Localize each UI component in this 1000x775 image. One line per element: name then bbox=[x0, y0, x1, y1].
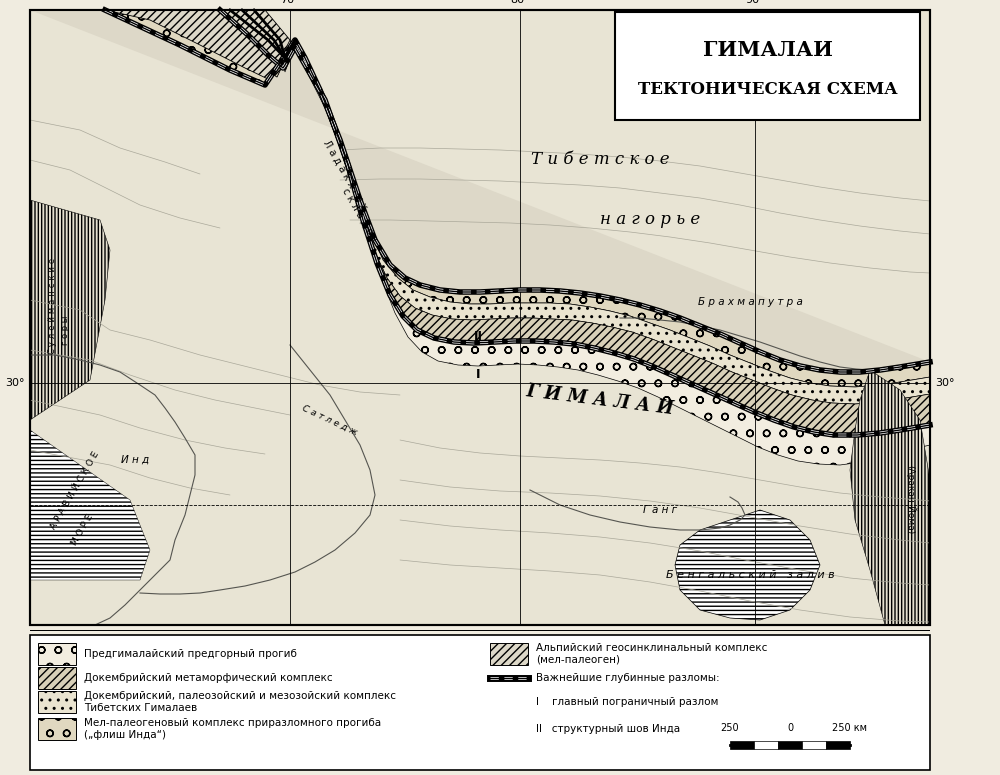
Polygon shape bbox=[105, 10, 930, 387]
Text: М О Р Е: М О Р Е bbox=[70, 513, 94, 547]
Text: II   структурный шов Инда: II структурный шов Инда bbox=[536, 724, 680, 734]
Bar bbox=[38, 718, 76, 740]
Polygon shape bbox=[30, 10, 930, 372]
Bar bbox=[30, 10, 930, 625]
Text: I    главный пограничный разлом: I главный пограничный разлом bbox=[536, 697, 718, 707]
Text: Г И М А Л А И: Г И М А Л А И bbox=[525, 382, 675, 418]
Bar bbox=[730, 741, 754, 749]
Bar bbox=[802, 741, 826, 749]
Text: Л а д а к х - и х: Л а д а к х - и х bbox=[321, 139, 369, 212]
Bar bbox=[778, 741, 802, 749]
Polygon shape bbox=[850, 370, 930, 625]
Text: И н д: И н д bbox=[121, 455, 149, 465]
Bar bbox=[30, 635, 930, 770]
Text: 0: 0 bbox=[787, 723, 793, 733]
Text: Важнейшие глубинные разломы:: Важнейшие глубинные разломы: bbox=[536, 673, 720, 683]
Text: II: II bbox=[474, 330, 482, 343]
Bar bbox=[754, 741, 778, 749]
Polygon shape bbox=[30, 430, 150, 625]
Text: 30°: 30° bbox=[6, 378, 25, 388]
Text: Предгималайский предгорный прогиб: Предгималайский предгорный прогиб bbox=[84, 649, 297, 659]
Text: Докембрийский, палеозойский и мезозойский комплекс
Тибетских Гималаев: Докембрийский, палеозойский и мезозойски… bbox=[84, 691, 396, 713]
Bar bbox=[30, 10, 930, 625]
Text: I: I bbox=[476, 368, 480, 381]
Text: Докембрийский метаморфический комплекс: Докембрийский метаморфический комплекс bbox=[84, 673, 333, 683]
Bar bbox=[38, 691, 76, 713]
Bar bbox=[38, 643, 76, 665]
Polygon shape bbox=[175, 10, 930, 435]
Polygon shape bbox=[30, 200, 110, 420]
Polygon shape bbox=[105, 10, 290, 80]
Text: А Р А В И Й С К О Е: А Р А В И Й С К О Е bbox=[49, 449, 101, 531]
Text: 70°: 70° bbox=[280, 0, 300, 5]
Text: с к л а д о к: с к л а д о к bbox=[340, 186, 380, 244]
Text: Мел-палеогеновый комплекс приразломного прогиба
(„флиш Инда“): Мел-палеогеновый комплекс приразломного … bbox=[84, 718, 381, 740]
Text: 250: 250 bbox=[721, 723, 739, 733]
Text: Т и б е т с к о е: Т и б е т с к о е bbox=[531, 151, 669, 168]
Bar bbox=[826, 741, 850, 749]
Text: Альпийский геосинклинальный комплекс
(мел-палеоген): Альпийский геосинклинальный комплекс (ме… bbox=[536, 643, 767, 665]
Bar bbox=[490, 643, 528, 665]
Polygon shape bbox=[140, 10, 930, 404]
Text: 90°: 90° bbox=[745, 0, 765, 5]
Polygon shape bbox=[675, 510, 820, 620]
Text: г о р ы: г о р ы bbox=[60, 315, 70, 345]
Text: 250 км: 250 км bbox=[832, 723, 868, 733]
Polygon shape bbox=[220, 10, 930, 465]
Text: ТЕКТОНИЧЕСКАЯ СХЕМА: ТЕКТОНИЧЕСКАЯ СХЕМА bbox=[638, 81, 897, 98]
Bar bbox=[615, 12, 920, 120]
Text: Г а н г: Г а н г bbox=[643, 505, 677, 515]
Text: 80°: 80° bbox=[510, 0, 530, 5]
Text: ГИМАЛАИ: ГИМАЛАИ bbox=[702, 40, 832, 60]
Text: Б р а х м а п у т р а: Б р а х м а п у т р а bbox=[698, 297, 802, 307]
Text: 30°: 30° bbox=[935, 378, 954, 388]
Bar bbox=[30, 630, 930, 631]
Text: С-у-л-е-й-м-а-н-с-к-и-е: С-у-л-е-й-м-а-н-с-к-и-е bbox=[48, 257, 56, 353]
Text: Б е н г а л ь с к и й   з а л и в: Б е н г а л ь с к и й з а л и в bbox=[666, 570, 834, 580]
Text: С а т л е д ж: С а т л е д ж bbox=[301, 403, 359, 437]
Text: н а г о р ь е: н а г о р ь е bbox=[600, 212, 700, 229]
Text: (Аракан-Йома): (Аракан-Йома) bbox=[905, 465, 915, 535]
Bar bbox=[38, 667, 76, 689]
